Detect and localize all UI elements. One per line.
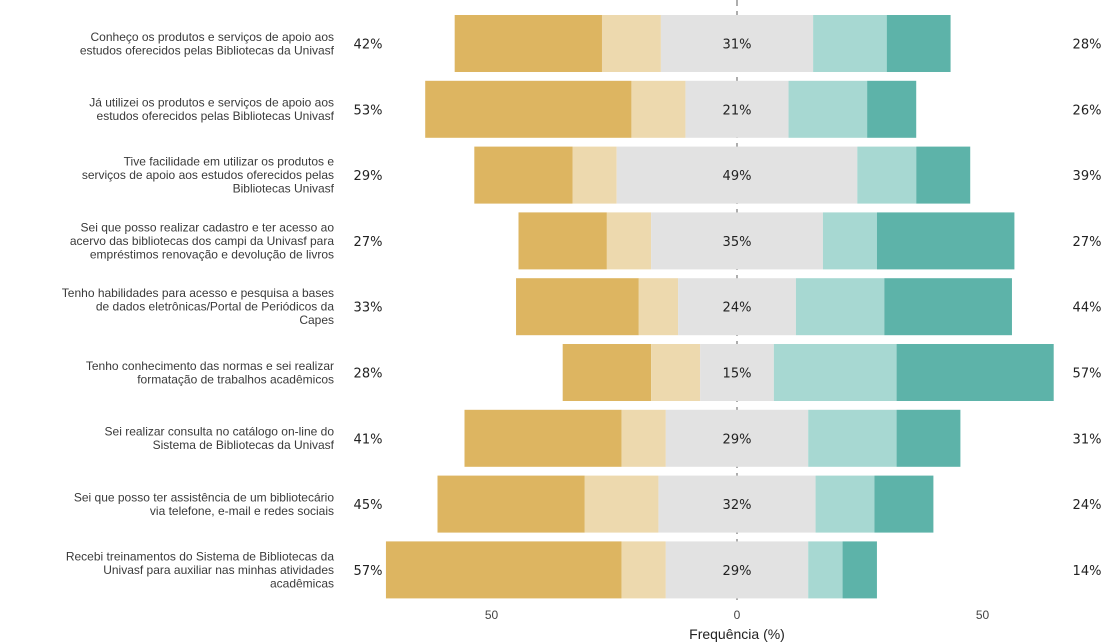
bar-segment-disagree (572, 146, 617, 204)
neutral-pct-label: 29% (723, 432, 752, 447)
neutral-pct-label: 24% (723, 301, 752, 316)
bar-segment-strong-agree (842, 541, 877, 599)
right-pct-label: 57% (1073, 367, 1102, 382)
question-label: Sei que posso ter assistência de um bibl… (74, 490, 334, 518)
bar-segment-agree (822, 212, 877, 270)
right-pct-label: 27% (1073, 235, 1102, 250)
neutral-pct-label: 21% (723, 103, 752, 118)
x-axis-label: Frequência (%) (689, 626, 785, 642)
bar-segment-agree (773, 344, 897, 401)
left-pct-label: 57% (354, 564, 383, 579)
bar-segment-disagree (621, 541, 666, 599)
bar-segment-neutral (700, 344, 774, 401)
left-pct-label: 42% (354, 38, 383, 53)
bar-segment-strong-disagree (518, 212, 607, 270)
bar-segment-neutral (658, 475, 816, 533)
bar-segment-neutral (651, 212, 823, 270)
left-pct-label: 27% (354, 235, 383, 250)
neutral-pct-label: 29% (723, 564, 752, 579)
bar-segment-neutral (665, 409, 809, 467)
question-label: Sei realizar consulta no catálogo on-lin… (105, 425, 335, 453)
x-ticks-group: 50 0 50 (485, 608, 990, 622)
x-tick-label: 0 (734, 608, 741, 622)
bar-row: 31% (454, 15, 951, 72)
bar-segment-neutral (660, 15, 814, 72)
left-pct-label: 45% (354, 498, 383, 513)
bar-segment-neutral (685, 80, 789, 138)
bar-segment-strong-disagree (437, 475, 585, 533)
x-tick-label: 50 (485, 608, 499, 622)
bar-segment-strong-agree (874, 475, 934, 533)
bar-segment-neutral (616, 146, 858, 204)
bar-segment-strong-agree (884, 278, 1012, 336)
bar-row: 21% (425, 80, 917, 138)
bar-segment-neutral (678, 278, 796, 336)
bar-segment-strong-disagree (425, 80, 632, 138)
bar-segment-agree (808, 541, 843, 599)
left-pct-label: 53% (354, 103, 383, 118)
bar-row: 29% (464, 409, 961, 467)
neutral-pct-label: 32% (723, 498, 752, 513)
bar-segment-strong-agree (896, 409, 961, 467)
bar-segment-strong-agree (896, 344, 1054, 401)
bar-segment-neutral (665, 541, 809, 599)
question-label: Conheço os produtos e serviços de apoio … (80, 30, 335, 58)
bar-segment-strong-agree (867, 80, 917, 138)
bar-segment-strong-agree (876, 212, 1015, 270)
question-label: Tive facilidade em utilizar os produtos … (82, 155, 335, 196)
bar-segment-agree (795, 278, 885, 336)
bar-segment-agree (815, 475, 875, 533)
bar-segment-strong-agree (886, 15, 951, 72)
left-pct-label: 33% (354, 301, 383, 316)
bar-segment-strong-disagree (516, 278, 639, 336)
right-pct-label: 26% (1073, 103, 1102, 118)
bar-segment-disagree (651, 344, 701, 401)
bar-segment-strong-disagree (385, 541, 622, 599)
question-label: Recebi treinamentos do Sistema de Biblio… (66, 549, 334, 590)
bar-segment-disagree (606, 212, 652, 270)
bar-row: 35% (518, 212, 1015, 270)
bar-segment-strong-disagree (464, 409, 622, 467)
question-label: Tenho habilidades para acesso e pesquisa… (62, 286, 335, 327)
right-pct-label: 44% (1073, 301, 1102, 316)
question-label: Sei que posso realizar cadastro e ter ac… (70, 220, 334, 261)
right-pct-label: 31% (1073, 432, 1102, 447)
question-label: Já utilizei os produtos e serviços de ap… (89, 96, 334, 124)
bar-segment-disagree (631, 80, 686, 138)
bar-segment-strong-agree (916, 146, 971, 204)
neutral-pct-label: 49% (723, 169, 752, 184)
bar-row: 49% (474, 146, 971, 204)
bar-row: 15% (562, 344, 1054, 401)
right-pct-label: 14% (1073, 564, 1102, 579)
bar-segment-agree (813, 15, 887, 72)
bar-row: 32% (437, 475, 934, 533)
question-label: Tenho conhecimento das normas e sei real… (86, 359, 334, 387)
bar-segment-strong-disagree (562, 344, 652, 401)
left-pct-label: 41% (354, 432, 383, 447)
neutral-pct-label: 35% (723, 235, 752, 250)
bar-segment-agree (808, 409, 897, 467)
right-pct-label: 39% (1073, 169, 1102, 184)
bar-segment-disagree (601, 15, 661, 72)
x-tick-label: 50 (976, 608, 990, 622)
neutral-pct-label: 31% (723, 38, 752, 53)
bar-segment-disagree (584, 475, 659, 533)
left-pct-label: 29% (354, 169, 383, 184)
bar-segment-disagree (621, 409, 666, 467)
bar-segment-disagree (638, 278, 679, 336)
right-pct-label: 28% (1073, 38, 1102, 53)
question-labels-group: 42% 28% Conheço os produtos e serviços de … (62, 30, 1102, 591)
bar-segment-agree (788, 80, 868, 138)
bar-row: 24% (516, 278, 1012, 336)
left-pct-label: 28% (354, 367, 383, 382)
bar-segment-strong-disagree (474, 146, 573, 204)
bar-row: 29% (385, 541, 877, 599)
right-pct-label: 24% (1073, 498, 1102, 513)
bars-group: 31% 21% 49% 35% 24% 15% 29% 32% 29% (385, 15, 1054, 599)
neutral-pct-label: 15% (723, 367, 752, 382)
bar-segment-agree (857, 146, 917, 204)
bar-segment-strong-disagree (454, 15, 602, 72)
